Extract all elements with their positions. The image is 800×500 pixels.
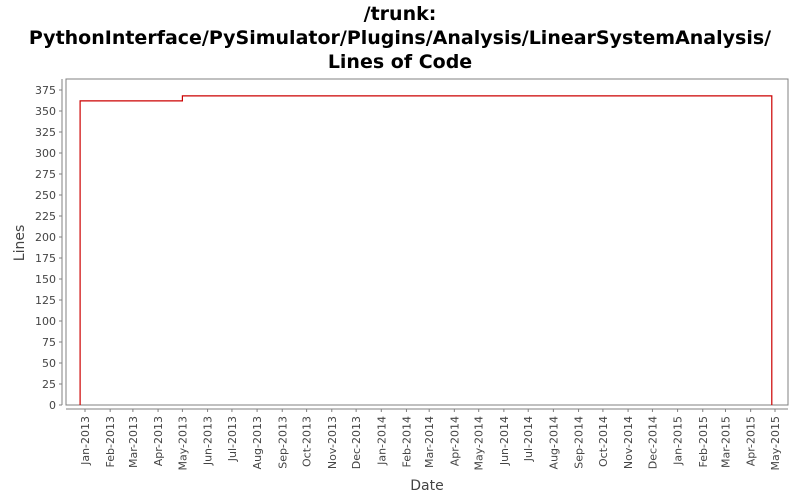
y-tick-label: 300 (35, 147, 56, 160)
y-tick-label: 275 (35, 168, 56, 181)
x-tick-label: May-2013 (176, 416, 189, 471)
y-tick-label: 100 (35, 315, 56, 328)
x-axis: Jan-2013 Feb-2013 Mar-2013 Apr-2013 May-2013… (66, 408, 788, 471)
y-tick-label: 375 (35, 84, 56, 97)
y-tick-label: 350 (35, 105, 56, 118)
y-axis: 0 25 50 75 100 125 150 175 200 225 250 275 300 325 350… (35, 79, 63, 412)
x-tick-label: Mar-2013 (127, 416, 140, 468)
plot-area (65, 78, 789, 406)
chart-title-line-2: PythonInterface/PySimulator/Plugins/Anal… (28, 27, 772, 49)
y-tick-label: 200 (35, 231, 56, 244)
x-tick-label: Jan-2013 (79, 416, 92, 466)
x-tick-label: Feb-2015 (697, 416, 710, 467)
x-tick-label: Aug-2014 (547, 416, 560, 469)
y-axis-label: Lines (12, 225, 28, 261)
x-tick-label: Apr-2013 (152, 416, 165, 466)
chart-title-line-1: /trunk: (363, 3, 437, 25)
y-tick-label: 250 (35, 189, 56, 202)
y-tick-label: 225 (35, 210, 56, 223)
chart-title: /trunk: PythonInterface/PySimulator/Plug… (0, 2, 800, 74)
x-tick-label: Apr-2015 (745, 416, 758, 466)
x-tick-label: Jun-2014 (498, 416, 511, 466)
y-tick-label: 150 (35, 273, 56, 286)
x-tick-label: May-2014 (473, 416, 486, 471)
x-axis-label: Date (410, 478, 443, 494)
x-tick-label: Jun-2013 (202, 416, 215, 466)
x-tick-label: Jul-2013 (226, 416, 239, 462)
y-tick-label: 75 (42, 336, 56, 349)
y-tick-label: 50 (42, 357, 56, 370)
x-tick-label: Dec-2014 (646, 416, 659, 469)
x-tick-label: Jan-2014 (375, 416, 388, 466)
x-tick-label: Jan-2015 (672, 416, 685, 466)
chart-title-line-3: Lines of Code (327, 51, 473, 73)
y-tick-label: 175 (35, 252, 56, 265)
x-tick-label: Dec-2013 (350, 416, 363, 469)
x-tick-label: Sep-2014 (573, 416, 586, 469)
y-tick-label: 125 (35, 294, 56, 307)
y-tick-label: 25 (42, 378, 56, 391)
lines-of-code-series (79, 95, 773, 405)
x-tick-label: Mar-2015 (719, 416, 732, 468)
x-tick-label: Mar-2014 (423, 416, 436, 468)
x-tick-label: Apr-2014 (448, 416, 461, 466)
x-tick-label: May-2015 (769, 416, 782, 471)
x-tick-label: Feb-2014 (400, 416, 413, 467)
x-tick-label: Jul-2014 (522, 416, 535, 462)
x-tick-label: Sep-2013 (276, 416, 289, 469)
x-tick-label: Aug-2013 (251, 416, 264, 469)
x-tick-label: Nov-2014 (622, 416, 635, 469)
x-tick-label: Oct-2013 (301, 416, 314, 467)
x-tick-label: Feb-2013 (104, 416, 117, 467)
y-tick-label: 0 (49, 399, 56, 412)
x-tick-label: Nov-2013 (326, 416, 339, 469)
x-tick-label: Oct-2014 (597, 416, 610, 467)
y-tick-label: 325 (35, 126, 56, 139)
